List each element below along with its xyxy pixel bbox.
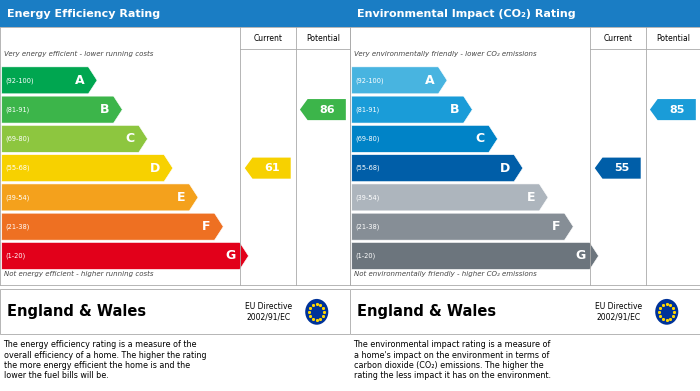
Polygon shape: [351, 96, 472, 123]
Polygon shape: [1, 184, 198, 211]
Text: (69-80): (69-80): [355, 136, 379, 142]
Text: 55: 55: [614, 163, 629, 173]
Text: A: A: [424, 74, 434, 87]
Text: E: E: [526, 191, 535, 204]
Text: Not environmentally friendly - higher CO₂ emissions: Not environmentally friendly - higher CO…: [354, 271, 536, 277]
Polygon shape: [245, 158, 290, 179]
Text: 85: 85: [669, 104, 685, 115]
Text: 86: 86: [319, 104, 335, 115]
Text: Environmental Impact (CO₂) Rating: Environmental Impact (CO₂) Rating: [357, 9, 575, 19]
Polygon shape: [1, 96, 122, 123]
Text: Very energy efficient - lower running costs: Very energy efficient - lower running co…: [4, 51, 153, 57]
Polygon shape: [1, 126, 148, 152]
Text: Potential: Potential: [656, 34, 690, 43]
Text: England & Wales: England & Wales: [357, 304, 496, 319]
Text: Potential: Potential: [306, 34, 340, 43]
Text: EU Directive
2002/91/EC: EU Directive 2002/91/EC: [245, 302, 292, 321]
Text: The energy efficiency rating is a measure of the
overall efficiency of a home. T: The energy efficiency rating is a measur…: [4, 340, 206, 380]
Text: (1-20): (1-20): [6, 253, 25, 259]
Polygon shape: [351, 67, 447, 94]
Text: A: A: [74, 74, 84, 87]
Bar: [0, 289, 350, 334]
Text: The environmental impact rating is a measure of
a home's impact on the environme: The environmental impact rating is a mea…: [354, 340, 551, 380]
Text: F: F: [202, 220, 210, 233]
Text: 61: 61: [264, 163, 279, 173]
Text: EU Directive
2002/91/EC: EU Directive 2002/91/EC: [595, 302, 642, 321]
Text: F: F: [552, 220, 560, 233]
Text: Current: Current: [253, 34, 282, 43]
Text: England & Wales: England & Wales: [7, 304, 146, 319]
Text: C: C: [125, 133, 134, 145]
Text: (92-100): (92-100): [6, 77, 34, 84]
Text: B: B: [450, 103, 459, 116]
Polygon shape: [351, 213, 573, 240]
Text: E: E: [176, 191, 185, 204]
Text: (39-54): (39-54): [355, 194, 379, 201]
Text: Not energy efficient - higher running costs: Not energy efficient - higher running co…: [4, 271, 153, 277]
Text: (55-68): (55-68): [355, 165, 380, 171]
Text: (39-54): (39-54): [6, 194, 29, 201]
Text: D: D: [150, 161, 160, 175]
Polygon shape: [351, 155, 523, 181]
Bar: [350, 289, 700, 334]
Bar: [350, 0, 700, 27]
Text: (21-38): (21-38): [6, 223, 29, 230]
Text: (21-38): (21-38): [355, 223, 379, 230]
Text: (1-20): (1-20): [355, 253, 375, 259]
Polygon shape: [1, 213, 223, 240]
Bar: [0, 0, 350, 27]
Polygon shape: [650, 99, 696, 120]
Text: (81-91): (81-91): [6, 106, 29, 113]
Text: (81-91): (81-91): [355, 106, 379, 113]
Text: Current: Current: [603, 34, 632, 43]
Text: Very environmentally friendly - lower CO₂ emissions: Very environmentally friendly - lower CO…: [354, 51, 536, 57]
Text: B: B: [100, 103, 109, 116]
Circle shape: [655, 299, 678, 325]
Text: C: C: [475, 133, 484, 145]
Circle shape: [305, 299, 328, 325]
Polygon shape: [351, 184, 548, 211]
Polygon shape: [351, 242, 598, 269]
Text: D: D: [500, 161, 510, 175]
Polygon shape: [300, 99, 346, 120]
Text: (92-100): (92-100): [355, 77, 384, 84]
Polygon shape: [1, 67, 97, 94]
Polygon shape: [351, 126, 498, 152]
Text: G: G: [575, 249, 585, 262]
Polygon shape: [1, 242, 248, 269]
Text: G: G: [225, 249, 235, 262]
Text: (55-68): (55-68): [6, 165, 30, 171]
Polygon shape: [1, 155, 173, 181]
Text: (69-80): (69-80): [6, 136, 29, 142]
Text: Energy Efficiency Rating: Energy Efficiency Rating: [7, 9, 160, 19]
Polygon shape: [595, 158, 640, 179]
